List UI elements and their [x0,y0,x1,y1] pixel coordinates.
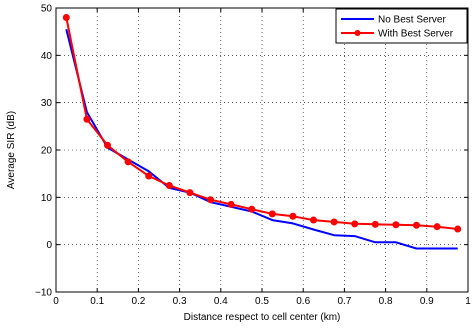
legend-label-no-best-server: No Best Server [378,15,446,26]
y-tick-label: 0 [46,240,52,251]
x-tick-label: 0.6 [296,296,310,307]
grid-layer [56,8,468,292]
data-point [330,218,338,226]
y-tick-label: 20 [41,146,53,157]
x-tick-label: 0 [53,296,59,307]
series-line-with-best-server [65,17,458,230]
data-point [62,13,70,21]
data-point [289,212,297,220]
data-point [433,223,441,231]
data-point [104,141,111,149]
x-tick-label: 0.7 [337,296,351,307]
y-tick-label: 30 [41,98,53,109]
series-line-no-best-server [65,29,458,250]
x-tick-label: 0.3 [173,296,187,307]
legend-label-with-best-server: With Best Server [378,29,454,40]
tick-layer [55,7,469,293]
x-tick-label: 0.2 [131,296,145,307]
x-tick-label: 0.1 [90,296,104,307]
x-tick-label: 0.5 [255,296,269,307]
data-point [413,221,420,229]
data-point [83,115,91,123]
data-point [371,220,379,228]
x-tick-label: 0.8 [379,296,393,307]
y-tick-label: 10 [41,193,53,204]
data-point [248,205,256,213]
data-point [454,225,462,233]
tick-label-layer: 0 0.1 0.2 0.3 0.4 0.5 0.6 0.7 0.8 0.9 1−1001020304… [35,4,471,308]
data-point [268,210,276,218]
x-tick-label: 1 [465,296,471,307]
data-point [165,182,173,189]
legend-marker-with-best-server [354,30,361,36]
x-tick-label: 0.9 [420,296,434,307]
legend: No Best Server With Best Server [335,8,468,44]
plot-frame [55,7,469,293]
legend-box [335,8,468,44]
y-tick-label: −10 [35,288,52,299]
data-point [207,196,214,204]
y-tick-label: 40 [41,51,53,62]
y-axis-label: Average SIR (dB) [6,111,17,189]
data-point [351,220,359,228]
data-point [186,189,194,197]
x-axis-label: Distance respect to cell center (km) [184,312,341,323]
x-tick-label: 0.4 [214,296,228,307]
data-point [310,216,317,224]
y-tick-label: 50 [41,4,53,15]
data-point [392,221,400,229]
data-point [145,172,153,180]
series-layer [62,13,462,250]
data-point [124,158,132,166]
data-point [227,200,235,208]
